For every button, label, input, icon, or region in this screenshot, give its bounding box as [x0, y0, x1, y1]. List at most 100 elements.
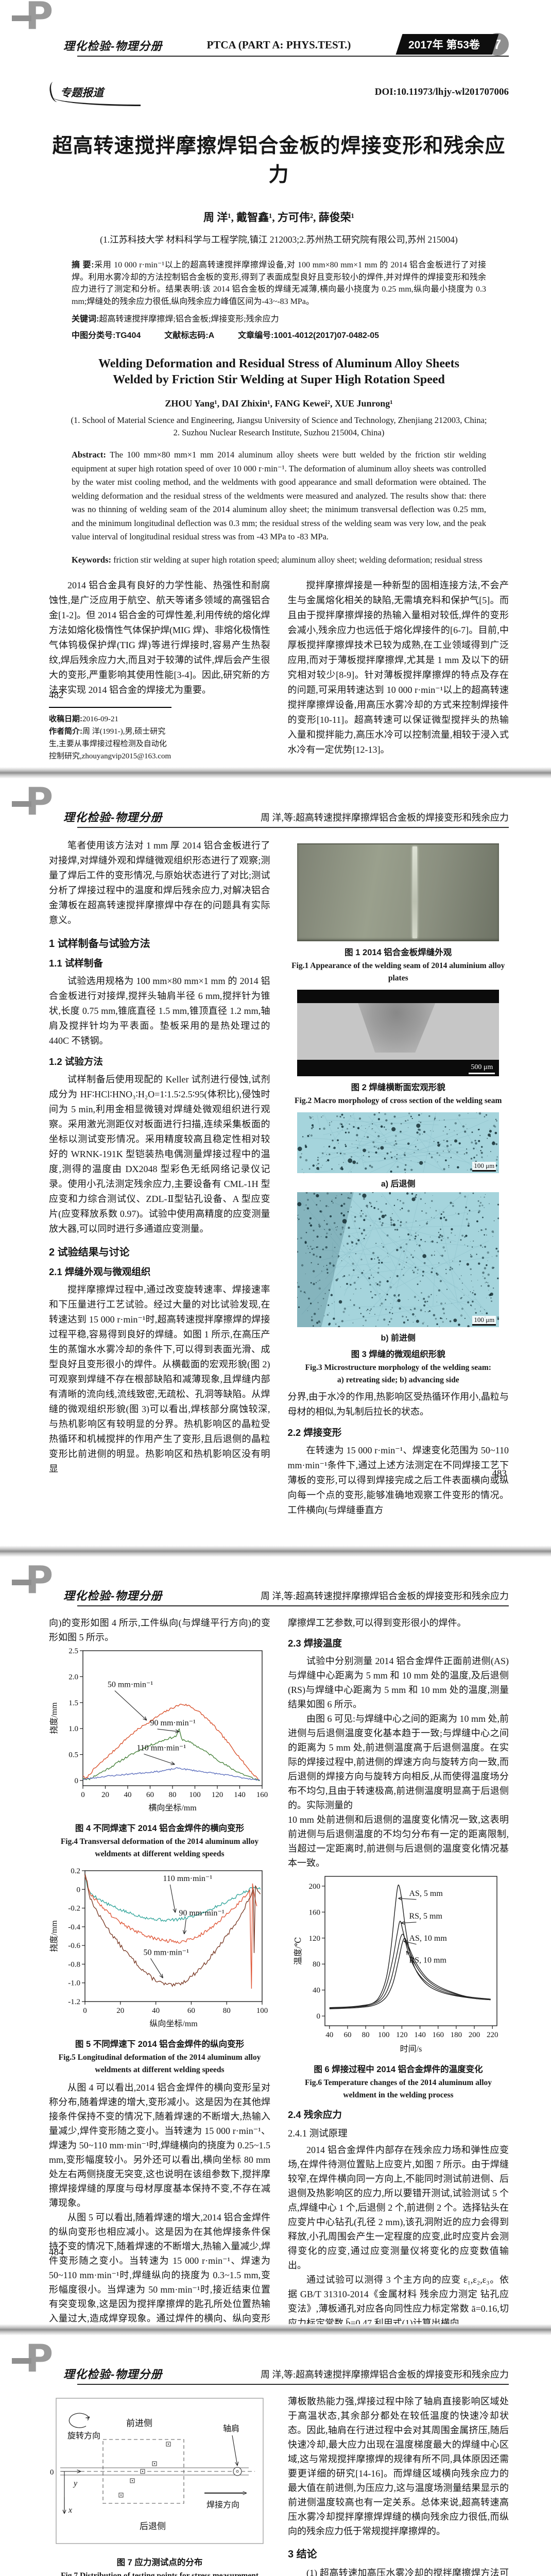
- svg-text:-0.8: -0.8: [68, 1960, 80, 1969]
- svg-text:RS, 10 mm: RS, 10 mm: [409, 1956, 446, 1965]
- journal-name-cn: 理化检验-物理分册: [63, 40, 163, 53]
- figure-5-caption-cn: 图 5 不同焊速下 2014 铝合金焊件的纵向变形: [75, 2040, 245, 2049]
- figure-1-photo: 图 1 2014 铝合金板焊缝外观 Fig.1 Appearance of th…: [288, 843, 509, 985]
- figure-1-caption-en: Fig.1 Appearance of the welding seam of …: [291, 961, 505, 982]
- scale-bar-100um: 100 μm: [472, 1316, 496, 1326]
- svg-text:100: 100: [189, 1791, 201, 1799]
- micrograph-b-image: [297, 1191, 500, 1328]
- svg-text:-0.6: -0.6: [68, 1942, 80, 1950]
- running-header: P 理化检验-物理分册 周 洋,等:超高转速搅拌摩擦焊铝合金板的焊接变形和残余应…: [12, 1557, 509, 1606]
- svg-text:140: 140: [414, 2031, 426, 2039]
- document-code: 文献标志码:A: [164, 331, 215, 340]
- svg-text:-0.4: -0.4: [68, 1923, 80, 1931]
- section-heading-2-1: 2.1 焊缝外观与微观组织: [49, 1266, 151, 1277]
- paragraph: 从图 4 可以看出,2014 铝合金焊件的横向变形呈对称分布,随着焊速的增大,变…: [49, 2082, 270, 2208]
- svg-text:y: y: [73, 2479, 78, 2488]
- svg-text:前进侧: 前进侧: [126, 2418, 152, 2428]
- figure-2-macro: 500 μm 图 2 焊缝横断面宏观形貌 Fig.2 Macro morphol…: [288, 990, 509, 1107]
- svg-text:1.5: 1.5: [68, 1699, 78, 1707]
- paragraph: 试样制备后使用现配的 Keller 试剂进行侵蚀,试剂成分为 HF∶HCl∶HN…: [49, 1074, 270, 1234]
- keywords-en-label: Keywords:: [72, 554, 111, 565]
- paragraph: 摩擦焊工艺参数,可以得到变形很小的焊件。: [288, 1618, 467, 1628]
- paragraph: 试验选用规格为 100 mm×80 mm×1 mm 的 2014 铝合金板进行对…: [49, 976, 270, 1046]
- page-number: 482: [49, 690, 64, 701]
- micrograph-advancing-side: 100 μm: [297, 1191, 500, 1330]
- paragraph: 笔者使用该方法对 1 mm 厚 2014 铝合金板进行了对接焊,对焊缝外观和焊缝…: [49, 840, 270, 925]
- svg-text:90 mm·min⁻¹: 90 mm·min⁻¹: [179, 1909, 225, 1918]
- svg-text:后退侧: 后退侧: [140, 2521, 166, 2531]
- svg-text:160: 160: [308, 1908, 320, 1917]
- article-id: 文章编号:1001-4012(2017)07-0482-05: [238, 331, 380, 340]
- abstract-label: 摘 要:: [72, 261, 94, 269]
- svg-text:80: 80: [169, 1791, 177, 1799]
- issue-banner-text: 2017年 第53卷: [408, 39, 480, 51]
- svg-text:2.5: 2.5: [68, 1647, 78, 1655]
- running-header: P 理化检验-物理分册 周 洋,等:超高转速搅拌摩擦焊铝合金板的焊接变形和残余应…: [12, 778, 509, 828]
- abstract-en: Abstract: The 100 mm×80 mm×1 mm 2014 alu…: [72, 448, 486, 544]
- page-number: 484: [49, 2247, 64, 2258]
- header-rule: [77, 2384, 509, 2385]
- page-3: P 理化检验-物理分册 周 洋,等:超高转速搅拌摩擦焊铝合金板的焊接变形和残余应…: [0, 1557, 551, 2324]
- affiliation-en: (1. School of Material Science and Engin…: [71, 415, 487, 437]
- page-2: P 理化检验-物理分册 周 洋,等:超高转速搅拌摩擦焊铝合金板的焊接变形和残余应…: [0, 778, 551, 1546]
- svg-text:1.0: 1.0: [68, 1725, 78, 1733]
- svg-text:50 mm·min⁻¹: 50 mm·min⁻¹: [108, 1681, 153, 1689]
- running-title: 周 洋,等:超高转速搅拌摩擦焊铝合金板的焊接变形和残余应力: [261, 2369, 509, 2380]
- figure-1-caption-cn: 图 1 2014 铝合金板焊缝外观: [345, 948, 452, 957]
- issue-banner: 2017年 第53卷 7: [395, 33, 509, 56]
- paragraph: 搅拌摩擦焊过程中,通过改变旋转速率、焊接速率和下压量进行工艺试验。经过大量的对比…: [49, 1284, 270, 1474]
- issue-banner-text-wrap: 2017年 第53卷: [395, 34, 499, 55]
- keywords-cn: 关键词:超高转速搅拌摩擦焊;铝合金板;焊接变形;残余应力: [72, 312, 486, 324]
- svg-text:AS, 10 mm: AS, 10 mm: [409, 1934, 447, 1943]
- svg-text:0.2: 0.2: [71, 1867, 80, 1875]
- svg-text:温度/℃: 温度/℃: [294, 1937, 303, 1965]
- keywords-en: Keywords: friction stir welding at super…: [72, 553, 486, 567]
- header-rule: [77, 56, 509, 57]
- figure-3-micrographs: 100 μm a) 后退侧 100 μm b) 前进侧 图 3 焊缝的微观组织形…: [288, 1112, 509, 1386]
- svg-text:0: 0: [75, 1777, 79, 1785]
- figure-3-caption-en: Fig.3 Microstructure morphology of the w…: [305, 1363, 491, 1384]
- figure-3-caption-cn: 图 3 焊缝的微观组织形貌: [351, 1350, 445, 1359]
- paragraph: 10 mm 处前进侧和后退侧的温度变化情况一致,这表明前进侧与后退侧温度的不均匀…: [288, 1815, 509, 1868]
- section-heading-2-2: 2.2 焊接变形: [287, 1427, 342, 1438]
- svg-text:20: 20: [116, 2007, 124, 2015]
- svg-text:160: 160: [256, 1791, 268, 1799]
- clc-number: 中图分类号:TG404: [72, 331, 141, 340]
- section-heading-2-4-1: 2.4.1 测试原理: [288, 2129, 348, 2139]
- micrograph-a-label: a) 后退侧: [381, 1180, 416, 1189]
- footnote: 收稿日期:2016-09-21 作者简介:周 洋(1991-),男,硕士研究生,…: [49, 707, 171, 762]
- section-heading-3: 3 结论: [288, 2549, 317, 2560]
- weld-seam-line: [412, 846, 417, 938]
- svg-text:-0.2: -0.2: [68, 1905, 80, 1913]
- svg-text:挠度/mm: 挠度/mm: [49, 1920, 59, 1952]
- svg-text:20: 20: [101, 1791, 109, 1799]
- section-heading-2: 2 试验结果与讨论: [49, 1247, 130, 1258]
- scale-bar-100um: 100 μm: [472, 1162, 496, 1172]
- svg-text:100: 100: [378, 2031, 390, 2039]
- journal-logo: P: [12, 783, 56, 823]
- abstract-en-label: Abstract:: [72, 450, 106, 460]
- paragraph: 试验中分别测量 2014 铝合金焊件正面前进侧(AS)与焊缝中心距离为 5 mm…: [288, 1656, 509, 1709]
- paragraph: 向)的变形如图 4 所示,工件纵向(与焊缝平行方向)的变形如图 5 所示。: [49, 1618, 270, 1642]
- svg-text:x: x: [68, 2506, 72, 2515]
- svg-text:0: 0: [83, 2007, 87, 2015]
- authors: 周 洋¹, 戴智鑫¹, 方可伟², 薛俊荣¹: [203, 211, 354, 224]
- svg-text:200: 200: [308, 1883, 320, 1891]
- svg-text:0: 0: [81, 1791, 85, 1799]
- figure-6-caption-en: Fig.6 Temperature changes of the 2014 al…: [304, 2078, 492, 2099]
- paragraph: 分界,由于水冷的作用,热影响区受热循环作用小,晶粒与母材的相似,为轧制后拉长的状…: [287, 1392, 509, 1417]
- paragraph: 2014 铝合金焊件内部存在残余应力场和弹性应变场,在焊件待测位置贴上应变片,如…: [288, 2145, 509, 2270]
- svg-text:0: 0: [316, 2012, 320, 2021]
- authors-en: ZHOU Yang¹, DAI Zhixin¹, FANG Kewei², XU…: [165, 398, 393, 409]
- figure-7-diagram: 旋转方向 前进侧 0 y x 轴肩 焊接方向 后退侧: [49, 2394, 270, 2551]
- svg-text:220: 220: [486, 2031, 498, 2039]
- intro-paragraph-right: 搅拌摩擦焊接是一种新型的固相连接方法,不会产生与金属熔化相关的缺陷,无需填充料和…: [287, 580, 509, 755]
- keywords-text: 超高转速搅拌摩擦焊;铝合金板;焊接变形;残余应力: [99, 315, 279, 324]
- page-separator: [0, 767, 551, 778]
- svg-text:110 mm·min⁻¹: 110 mm·min⁻¹: [163, 1874, 212, 1883]
- page-1: P 理化检验-物理分册 PTCA (PART A: PHYS.TEST.) 20…: [0, 0, 551, 767]
- article-title-en: Welding Deformation and Residual Stress …: [98, 357, 459, 386]
- svg-text:200: 200: [468, 2031, 480, 2039]
- svg-text:旋转方向: 旋转方向: [67, 2431, 100, 2441]
- svg-text:120: 120: [396, 2031, 408, 2039]
